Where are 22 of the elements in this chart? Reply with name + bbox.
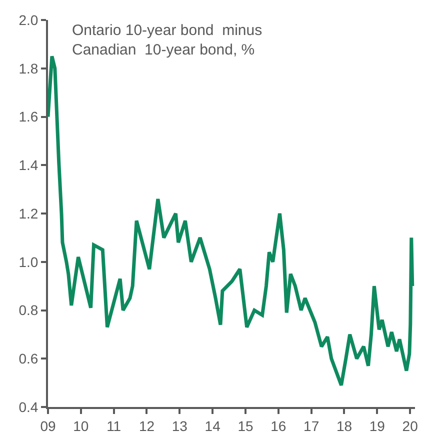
x-tick-label: 10 xyxy=(73,418,89,434)
x-tick-label: 14 xyxy=(204,418,221,434)
x-tick-label: 13 xyxy=(172,418,188,434)
x-tick-label: 18 xyxy=(336,418,352,434)
y-tick-label: 0.8 xyxy=(18,302,38,318)
x-tick-label: 20 xyxy=(402,418,418,434)
x-tick-label: 12 xyxy=(138,418,155,434)
y-tick-label: 1.0 xyxy=(18,254,38,270)
y-tick-label: 1.6 xyxy=(18,108,38,125)
y-tick-label: 1.8 xyxy=(18,60,38,76)
x-tick-label: 19 xyxy=(369,418,386,434)
x-tick-label: 11 xyxy=(106,418,122,434)
y-tick-label: 0.4 xyxy=(18,398,38,415)
y-tick-label: 1.4 xyxy=(18,157,38,174)
y-tick-label: 2.0 xyxy=(18,12,38,28)
x-tick-label: 16 xyxy=(270,418,286,434)
x-tick-label: 17 xyxy=(304,418,320,434)
x-tick-label: 09 xyxy=(40,418,56,434)
y-tick-label: 0.6 xyxy=(18,350,38,367)
annotation: Ontario 10-year bond minus Canadian 10-year bond, % xyxy=(72,22,262,58)
y-tick-label: 1.2 xyxy=(18,205,38,222)
x-tick-label: 15 xyxy=(238,418,254,434)
